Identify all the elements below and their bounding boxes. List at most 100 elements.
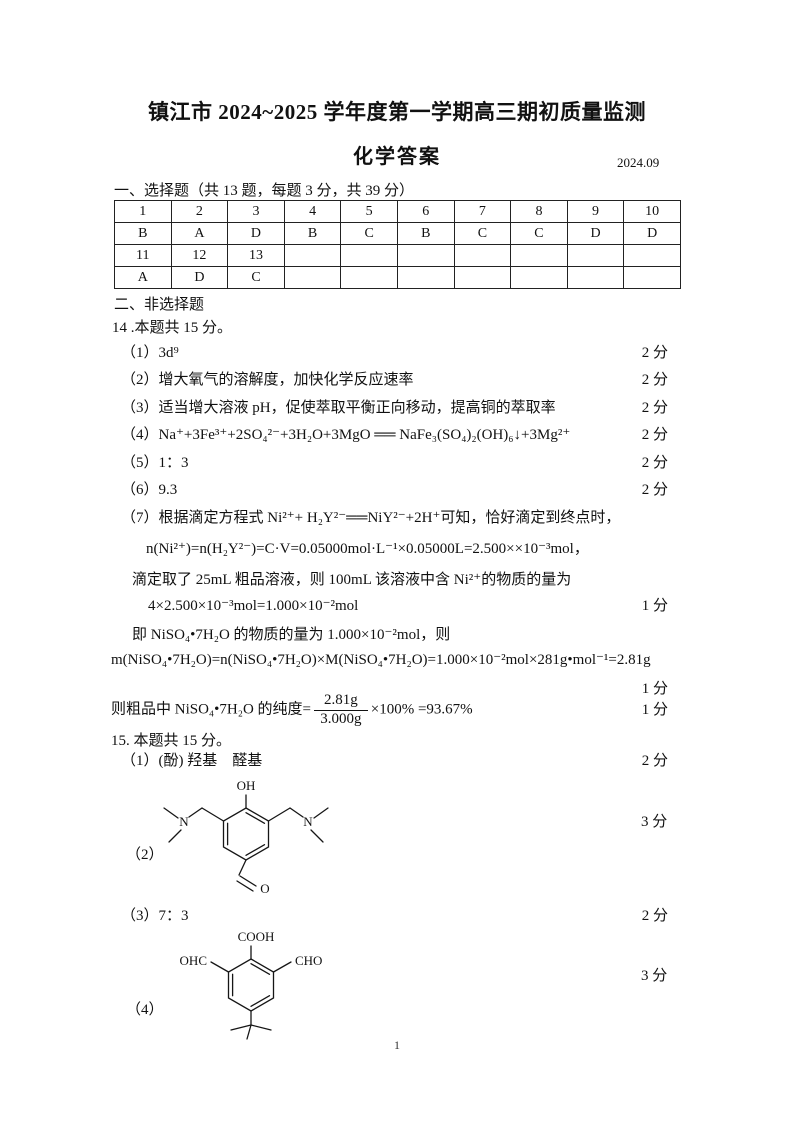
table-cell: 12 [170,244,229,267]
q14-item-1: （1）3d⁹ 2 分 [121,343,668,363]
atom-label-o: O [260,881,269,896]
table-cell: C [510,222,568,245]
score-label: 2 分 [641,372,668,388]
answer-text: （6）9.3 [121,482,178,498]
table-row: 1 2 3 4 5 6 7 8 9 10 [114,200,681,223]
score-label: 2 分 [641,482,668,498]
table-cell: 7 [453,200,512,223]
table-cell: D [623,222,681,245]
table-cell: 4 [283,200,342,223]
q14-item-5: （5）1：3 2 分 [121,453,668,473]
answer-text: （1）3d⁹ [121,345,179,361]
table-cell: 2 [170,200,229,223]
answer-text: （5）1：3 [121,455,189,471]
table-cell: 3 [227,200,285,223]
q14-item-7-score-row: 1 分 [121,679,668,699]
table-cell: A [170,222,229,245]
table-row: B A D B C B C C D D [114,222,681,245]
table-cell: 11 [114,244,172,267]
table-cell: 10 [623,200,681,223]
table-cell [396,244,455,267]
section1-heading: 一、选择题（共 13 题，每题 3 分，共 39 分） [114,183,415,199]
q14-item-7-line5: 即 NiSO₄•7H₂O 的物质的量为 1.000×10⁻²mol，则 [132,627,451,643]
atom-label-n-right: N [303,814,313,829]
purity-suffix: ×100% =93.67% [370,701,473,718]
calc-text: 4×2.500×10⁻³mol=1.000×10⁻²mol [148,598,359,614]
table-cell [510,244,568,267]
structure-2-diagram: OH N N O [163,778,329,896]
score-label: 3 分 [641,814,668,830]
score-label: 3 分 [641,968,668,984]
answer-table: 1 2 3 4 5 6 7 8 9 10 B A D B C B C C D [114,200,681,289]
table-cell [566,266,625,289]
section2-heading: 二、非选择题 [114,297,205,313]
score-label: 1 分 [641,681,668,697]
score-label: 1 分 [641,598,668,614]
fraction-denominator: 3.000g [320,710,362,727]
q14-item-7-line3: 滴定取了 25mL 粗品溶液，则 100mL 该溶液中含 Ni²⁺的物质的量为 [132,572,572,588]
table-cell [623,244,681,267]
table-cell [453,244,512,267]
answer-text: （3）适当增大溶液 pH，促使萃取平衡正向移动，提高铜的萃取率 [121,400,556,416]
table-cell: 9 [566,200,625,223]
score-label: 2 分 [641,345,668,361]
table-cell: C [453,222,512,245]
table-cell: B [283,222,342,245]
page-number: 1 [394,1038,400,1052]
score-label: 2 分 [641,908,668,924]
table-cell [340,266,398,289]
table-cell: B [114,222,172,245]
table-cell [623,266,681,289]
date-label: 2024.09 [617,155,660,170]
table-cell [283,266,342,289]
answer-text: （3）7：3 [121,908,189,924]
table-cell [283,244,342,267]
atom-label-n-left: N [179,814,189,829]
fraction-numerator: 2.81g [314,692,368,711]
table-cell: C [227,266,285,289]
q14-item-7-line6: m(NiSO₄•7H₂O)=n(NiSO₄•7H₂O)×M(NiSO₄•7H₂O… [111,652,651,668]
atom-label-oh: OH [237,778,256,793]
score-label: 2 分 [641,753,668,769]
table-cell: D [170,266,229,289]
table-cell: 5 [340,200,398,223]
q14-title: 14 .本题共 15 分。 [112,320,233,336]
q14-item-7-purity-row: 则粗品中 NiSO₄•7H₂O 的纯度= 2.81g 3.000g ×100% =93… [111,691,668,729]
score-label: 2 分 [641,427,668,443]
table-cell [510,266,568,289]
table-cell: 6 [396,200,455,223]
q15-item-3: （3）7：3 2 分 [121,906,668,926]
q14-item-4: （4）Na⁺+3Fe³⁺+2SO₄²⁻+3H₂O+3MgO ══ NaFe₃(S… [121,425,668,445]
table-cell: 1 [114,200,172,223]
table-cell [453,266,512,289]
table-cell: A [114,266,172,289]
table-cell: D [566,222,625,245]
table-cell: 13 [227,244,285,267]
page-title: 镇江市 2024~2025 学年度第一学期高三期初质量监测 [148,100,646,124]
table-cell: B [396,222,455,245]
score-label: 1 分 [641,702,668,718]
score-label: 2 分 [641,455,668,471]
fraction: 2.81g 3.000g [314,692,368,728]
q14-item-7-line4: 4×2.500×10⁻³mol=1.000×10⁻²mol 1 分 [148,596,668,616]
q15-title: 15. 本题共 15 分。 [111,733,232,749]
purity-expression: 则粗品中 NiSO₄•7H₂O 的纯度= 2.81g 3.000g ×100% =93… [111,692,473,728]
structure-4-diagram: COOH OHC CHO [180,929,322,1040]
group-label-cho: CHO [295,953,322,968]
answer-text: （2）增大氧气的溶解度，加快化学反应速率 [121,372,414,388]
score-label: 2 分 [641,400,668,416]
group-label-cooh: COOH [238,929,275,944]
q15-item-2-label: （2） [126,847,164,863]
subject-subtitle: 化学答案 [353,146,441,168]
table-cell [340,244,398,267]
group-label-ohc: OHC [180,953,207,968]
q14-item-3: （3）适当增大溶液 pH，促使萃取平衡正向移动，提高铜的萃取率 2 分 [121,398,668,418]
q14-item-7-line2: n(Ni²⁺)=n(H₂Y²⁻)=C·V=0.05000mol·L⁻¹×0.05… [146,541,589,557]
table-cell: C [340,222,398,245]
q15-item-4-label: （4） [126,1002,164,1018]
table-cell: 8 [510,200,568,223]
answer-text: （1）(酚) 羟基 醛基 [121,753,263,769]
q15-item-1: （1）(酚) 羟基 醛基 2 分 [121,751,668,771]
table-cell [566,244,625,267]
